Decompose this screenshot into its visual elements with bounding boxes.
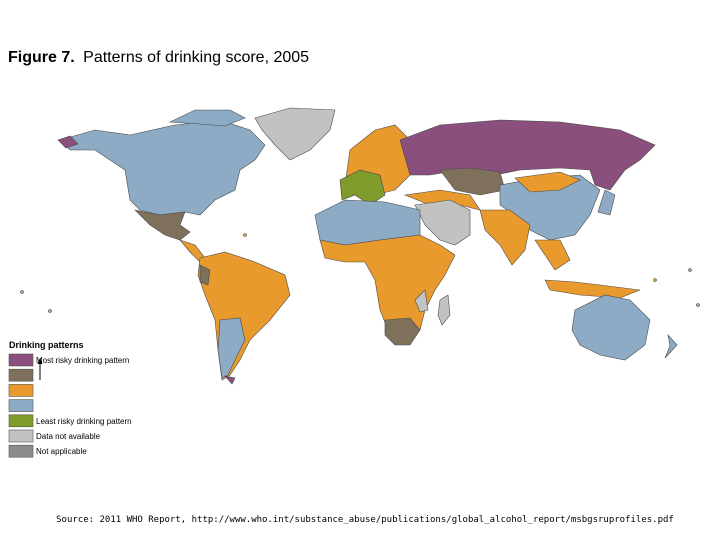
new-zealand <box>664 334 678 359</box>
kazakhstan <box>439 167 506 196</box>
greenland <box>254 107 336 161</box>
south-america <box>197 251 291 381</box>
southeast-asia <box>534 239 571 271</box>
legend-swatch <box>8 384 34 397</box>
figure-label: Figure 7. <box>8 49 75 66</box>
japan <box>597 189 616 216</box>
legend-swatch <box>8 414 34 428</box>
legend-label: Not applicable <box>36 447 87 456</box>
southern-cone <box>217 317 246 379</box>
source-note: Source: 2011 WHO Report, http://www.who.… <box>56 515 674 525</box>
legend-title: Drinking patterns <box>9 340 84 350</box>
island <box>20 290 24 294</box>
island <box>653 278 657 282</box>
legend-swatch <box>8 429 34 443</box>
island <box>688 268 692 272</box>
legend: Drinking patterns Most risky drinking pa… <box>8 340 132 458</box>
world-map <box>20 107 700 385</box>
island <box>48 309 52 313</box>
island <box>243 233 247 237</box>
australia <box>571 294 651 361</box>
legend-label: Data not available <box>36 432 101 441</box>
alaska-region <box>57 135 79 149</box>
legend-label: Most risky drinking pattern <box>36 356 129 365</box>
andes-country <box>199 264 211 286</box>
indonesia <box>544 279 641 299</box>
legend-swatch <box>8 368 34 382</box>
island <box>696 303 700 307</box>
figure-title: Figure 7. Patterns of drinking score, 20… <box>8 49 309 66</box>
mexico <box>134 209 191 241</box>
middle-east <box>414 199 471 246</box>
legend-arrowhead <box>37 358 43 364</box>
figure-title-text: Patterns of drinking score, 2005 <box>83 49 309 66</box>
legend-swatch <box>8 399 34 412</box>
legend-label: Least risky drinking pattern <box>36 417 132 426</box>
east-africa-country <box>414 289 429 313</box>
legend-swatch <box>8 353 34 367</box>
tierra-del-fuego <box>224 375 236 385</box>
africa <box>319 234 456 341</box>
madagascar <box>437 294 451 326</box>
india <box>479 209 531 266</box>
legend-swatch <box>8 444 34 458</box>
north-america <box>59 119 266 216</box>
western-europe <box>339 169 386 206</box>
arctic-islands <box>168 109 246 127</box>
southern-africa <box>384 317 421 346</box>
mongolia <box>514 171 581 193</box>
